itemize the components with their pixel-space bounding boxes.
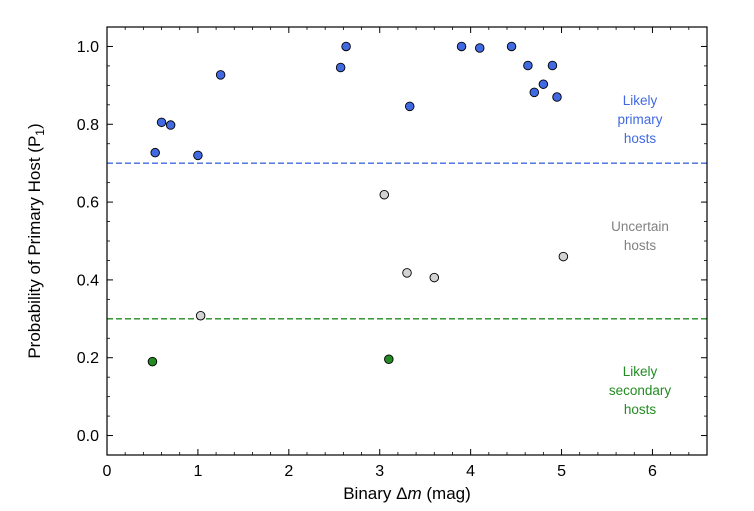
x-tick-label: 6 (648, 463, 657, 480)
primary-data-point (156, 117, 167, 128)
region-labels: Likely primary hosts Uncertain hosts Likely se… (609, 93, 672, 417)
primary-data-point (538, 79, 549, 89)
uncertain-data-point (402, 268, 412, 278)
uncertain-data-point (195, 310, 206, 321)
y-tick-label: 0.6 (77, 195, 99, 212)
x-tick-label: 0 (103, 463, 112, 480)
primary-data-point (552, 92, 562, 102)
tick-labels: 0 1 2 3 4 5 6 0.0 0.2 0.4 0.6 0.8 1.0 (77, 39, 657, 480)
y-tick-label: 1.0 (77, 39, 99, 56)
y-tick-label: 0.2 (77, 350, 99, 367)
data-points (147, 41, 569, 367)
primary-region-label: primary (617, 112, 662, 127)
primary-data-point (341, 41, 351, 52)
primary-data-point (523, 60, 533, 71)
uncertain-region-label: Uncertain (611, 219, 669, 234)
y-tick-label: 0.0 (77, 428, 99, 445)
x-tick-label: 1 (193, 463, 202, 480)
primary-data-point (193, 150, 203, 161)
secondary-region-label: hosts (624, 402, 657, 417)
primary-data-point (165, 120, 176, 130)
secondary-region-label: Likely (623, 364, 658, 379)
primary-region-label: hosts (624, 131, 657, 146)
uncertain-data-point (429, 272, 440, 283)
y-tick-label: 0.8 (77, 117, 99, 134)
x-tick-label: 5 (557, 463, 566, 480)
primary-data-point (474, 43, 485, 53)
primary-data-point (529, 87, 540, 98)
threshold-lines (107, 162, 707, 320)
secondary-data-point (147, 356, 158, 367)
x-tick-label: 4 (466, 463, 475, 480)
primary-data-point (547, 60, 558, 71)
x-axis-label: Binary Δm (mag) (343, 484, 471, 503)
uncertain-data-point (379, 189, 390, 200)
primary-data-point (404, 101, 415, 112)
primary-region-label: Likely (623, 93, 658, 108)
primary-data-point (456, 41, 467, 52)
uncertain-data-point (558, 251, 569, 262)
secondary-region-label: secondary (609, 383, 672, 398)
uncertain-region-label: hosts (624, 238, 657, 253)
primary-data-point (150, 147, 160, 158)
primary-data-point (215, 70, 226, 80)
x-tick-label: 3 (375, 463, 384, 480)
primary-data-point (335, 62, 346, 73)
secondary-data-point (384, 354, 394, 365)
major-ticks (106, 27, 707, 455)
y-tick-label: 0.4 (77, 272, 99, 289)
x-tick-label: 2 (284, 463, 293, 480)
primary-data-point (506, 41, 517, 52)
y-axis-label: Probability of Primary Host (P1) (25, 123, 47, 358)
plot-frame (106, 26, 708, 456)
